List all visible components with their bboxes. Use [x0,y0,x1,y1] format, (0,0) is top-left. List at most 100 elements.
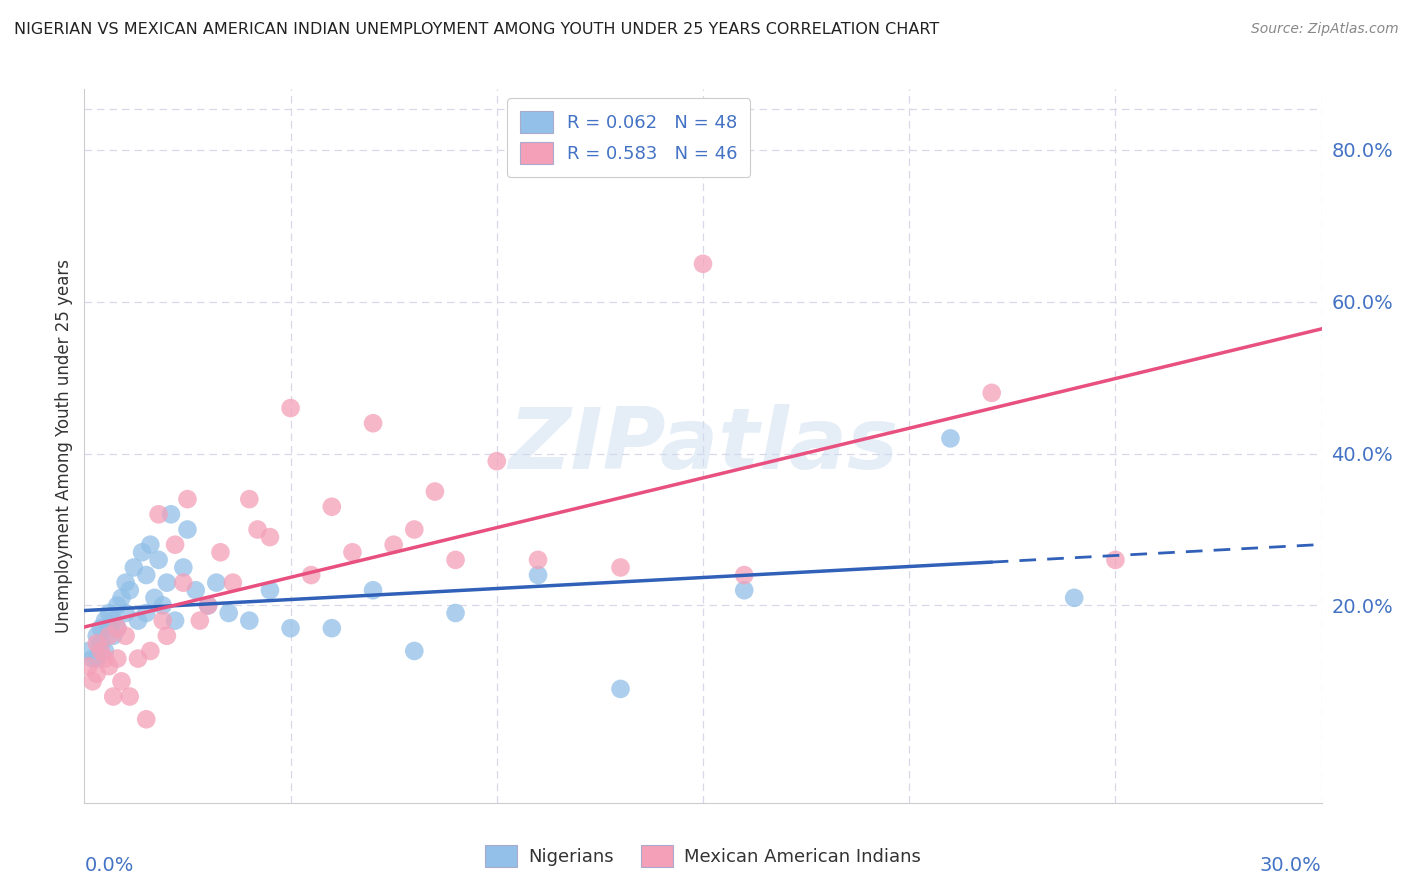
Point [98,606,121,620]
Point [77,659,100,673]
Point [197,599,219,613]
Point [114,606,136,620]
Point [321,621,343,635]
Point [122,560,145,574]
Point [86,636,108,650]
Point [86,629,108,643]
Point [165,538,187,552]
Point [692,257,714,271]
Point [94,644,117,658]
Point [148,508,170,522]
Point [152,614,174,628]
Point [404,644,426,658]
Point [156,629,179,643]
Text: Source: ZipAtlas.com: Source: ZipAtlas.com [1251,22,1399,37]
Point [444,553,467,567]
Point [98,621,121,635]
Point [94,614,117,628]
Text: 0.0%: 0.0% [84,856,134,875]
Point [105,651,128,665]
Legend: R = 0.062   N = 48, R = 0.583   N = 46: R = 0.062 N = 48, R = 0.583 N = 46 [508,98,751,177]
Point [77,644,100,658]
Point [1104,553,1126,567]
Point [444,606,467,620]
Point [82,674,104,689]
Point [105,599,128,613]
Point [103,690,125,704]
Point [114,629,136,643]
Point [197,599,219,613]
Point [259,530,281,544]
Point [135,712,157,726]
Point [218,606,240,620]
Point [139,644,162,658]
Point [90,621,112,635]
Point [98,659,121,673]
Point [361,583,384,598]
Point [980,385,1002,400]
Point [98,629,121,643]
Point [238,492,260,507]
Point [105,621,128,635]
Y-axis label: Unemployment Among Youth under 25 years: Unemployment Among Youth under 25 years [55,259,73,633]
Point [103,629,125,643]
Point [485,454,508,468]
Text: ZIPatlas: ZIPatlas [508,404,898,488]
Point [90,636,112,650]
Point [131,545,153,559]
Point [82,651,104,665]
Point [156,575,179,590]
Point [86,651,108,665]
Point [1063,591,1085,605]
Point [527,568,550,582]
Point [152,599,174,613]
Point [280,401,302,415]
Point [404,523,426,537]
Point [148,553,170,567]
Legend: Nigerians, Mexican American Indians: Nigerians, Mexican American Indians [478,838,928,874]
Point [172,560,194,574]
Point [127,614,149,628]
Point [118,583,141,598]
Point [259,583,281,598]
Point [246,523,269,537]
Point [609,560,631,574]
Point [135,606,157,620]
Point [114,575,136,590]
Point [135,568,157,582]
Point [118,690,141,704]
Point [176,492,198,507]
Point [139,538,162,552]
Point [160,508,183,522]
Text: 30.0%: 30.0% [1260,856,1322,875]
Point [299,568,322,582]
Point [127,651,149,665]
Point [86,666,108,681]
Point [527,553,550,567]
Point [342,545,364,559]
Point [209,545,232,559]
Point [103,614,125,628]
Point [939,431,962,445]
Point [205,575,228,590]
Point [733,583,755,598]
Point [321,500,343,514]
Point [110,591,132,605]
Text: NIGERIAN VS MEXICAN AMERICAN INDIAN UNEMPLOYMENT AMONG YOUTH UNDER 25 YEARS CORR: NIGERIAN VS MEXICAN AMERICAN INDIAN UNEM… [14,22,939,37]
Point [176,523,198,537]
Point [184,583,207,598]
Point [238,614,260,628]
Point [143,591,166,605]
Point [382,538,405,552]
Point [733,568,755,582]
Point [94,651,117,665]
Point [172,575,194,590]
Point [90,644,112,658]
Point [280,621,302,635]
Point [110,674,132,689]
Point [609,681,631,696]
Point [423,484,446,499]
Point [105,621,128,635]
Point [222,575,245,590]
Point [361,416,384,430]
